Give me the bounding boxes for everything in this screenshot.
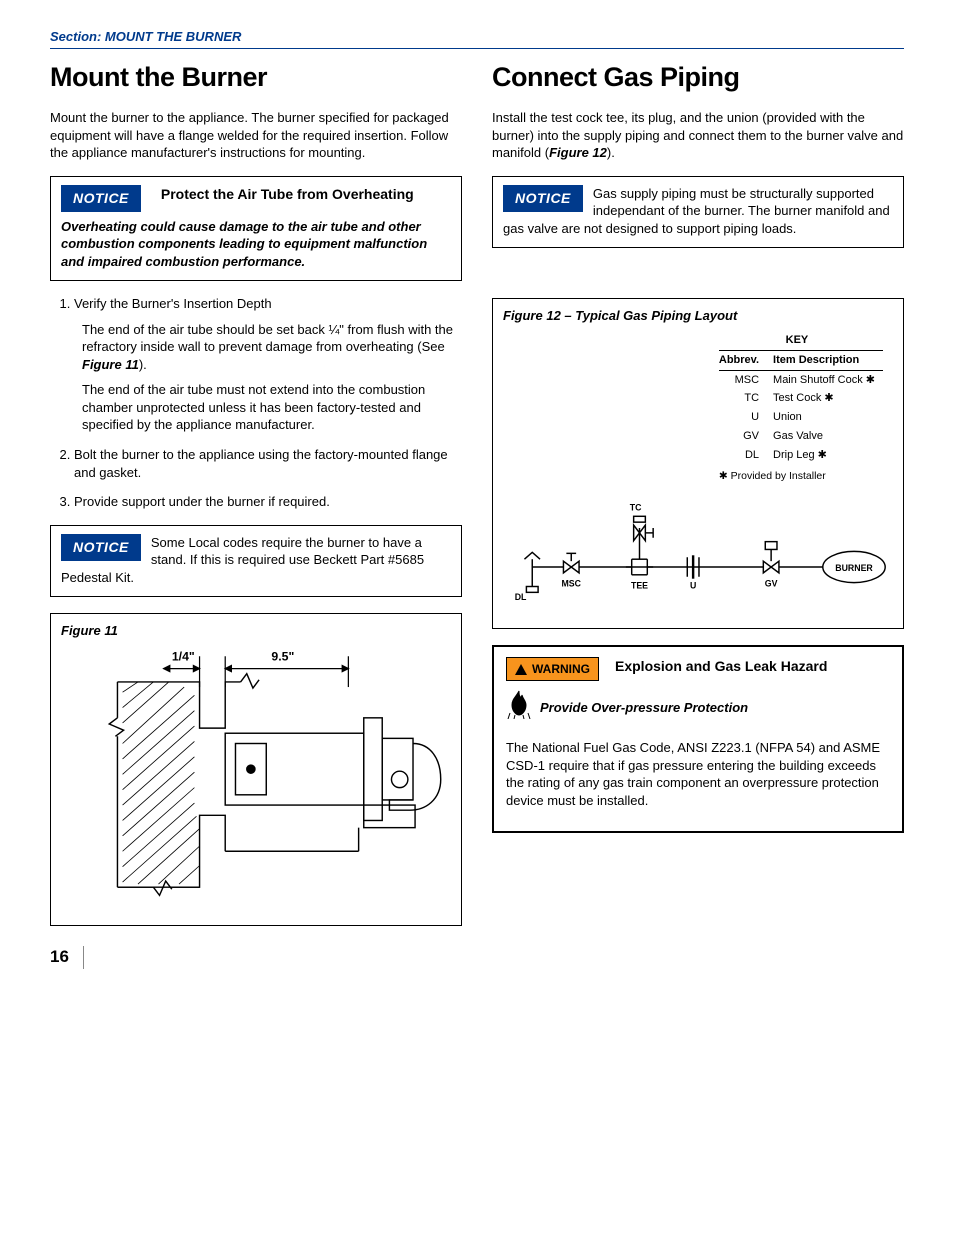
step-1: Verify the Burner's Insertion Depth The … bbox=[74, 295, 462, 434]
notice-stand: NOTICE Some Local codes require the burn… bbox=[50, 525, 462, 598]
warning-body: The National Fuel Gas Code, ANSI Z223.1 … bbox=[506, 739, 890, 809]
notice-badge: NOTICE bbox=[61, 185, 141, 212]
table-row: MSCMain Shutoff Cock ✱ bbox=[719, 370, 883, 389]
desc: Test Cock ✱ bbox=[773, 389, 883, 408]
abbrev: GV bbox=[719, 427, 773, 446]
warning-badge: WARNING bbox=[506, 657, 599, 681]
label-tc: TC bbox=[630, 502, 642, 512]
step-1-p1: The end of the air tube should be set ba… bbox=[82, 321, 462, 374]
intro-paragraph: Mount the burner to the appliance. The b… bbox=[50, 109, 462, 162]
step-1-head: Verify the Burner's Insertion Depth bbox=[74, 296, 272, 311]
figure-11-diagram: 1/4" 9.5" bbox=[61, 646, 451, 913]
figure-12: Figure 12 – Typical Gas Piping Layout KE… bbox=[492, 298, 904, 629]
warning-badge-text: WARNING bbox=[532, 661, 590, 677]
figure-11-ref: Figure 11 bbox=[82, 357, 139, 372]
dim-nine: 9.5" bbox=[271, 649, 294, 663]
step-1-p1a: The end of the air tube should be set ba… bbox=[82, 322, 453, 355]
label-dl: DL bbox=[515, 592, 527, 602]
warning-triangle-icon bbox=[515, 664, 527, 675]
warning-subtitle: Provide Over-pressure Protection bbox=[540, 699, 748, 717]
desc: Drip Leg ✱ bbox=[773, 446, 883, 465]
table-row: GVGas Valve bbox=[719, 427, 883, 446]
abbrev: MSC bbox=[719, 370, 773, 389]
heading-mount: Mount the Burner bbox=[50, 59, 462, 95]
abbrev: DL bbox=[719, 446, 773, 465]
piping-intro: Install the test cock tee, its plug, and… bbox=[492, 109, 904, 162]
desc: Union bbox=[773, 408, 883, 427]
page-number: 16 bbox=[50, 946, 84, 969]
key-table: KEY Abbrev. Item Description MSCMain Shu… bbox=[719, 331, 883, 465]
figure-12-ref: Figure 12 bbox=[549, 145, 607, 160]
right-column: Connect Gas Piping Install the test cock… bbox=[492, 59, 904, 927]
label-u: U bbox=[690, 580, 696, 590]
col-desc: Item Description bbox=[773, 350, 883, 370]
key-footnote: ✱ Provided by Installer bbox=[719, 469, 883, 483]
step-2: Bolt the burner to the appliance using t… bbox=[74, 446, 462, 481]
figure-11-title: Figure 11 bbox=[61, 622, 451, 640]
notice-piping-support: NOTICE Gas supply piping must be structu… bbox=[492, 176, 904, 249]
figure-12-diagram: TC DL MSC TEE U GV BURNER bbox=[503, 489, 893, 616]
flame-icon bbox=[506, 689, 532, 727]
warning-title: Explosion and Gas Leak Hazard bbox=[615, 657, 890, 676]
intro-c: ). bbox=[607, 145, 615, 160]
figure-11: Figure 11 1/4" 9.5" bbox=[50, 613, 462, 926]
table-row: TCTest Cock ✱ bbox=[719, 389, 883, 408]
abbrev: U bbox=[719, 408, 773, 427]
step-3: Provide support under the burner if requ… bbox=[74, 493, 462, 511]
dim-quarter: 1/4" bbox=[172, 649, 195, 663]
left-column: Mount the Burner Mount the burner to the… bbox=[50, 59, 462, 927]
key-label: KEY bbox=[719, 331, 883, 350]
label-gv: GV bbox=[765, 578, 778, 588]
desc: Gas Valve bbox=[773, 427, 883, 446]
abbrev: TC bbox=[719, 389, 773, 408]
steps-list: Verify the Burner's Insertion Depth The … bbox=[50, 295, 462, 510]
notice-title: Protect the Air Tube from Overheating bbox=[161, 185, 451, 204]
step-1-p1c: ). bbox=[139, 357, 147, 372]
col-abbrev: Abbrev. bbox=[719, 350, 773, 370]
notice-body: Overheating could cause damage to the ai… bbox=[61, 218, 451, 271]
notice-airtube: NOTICE Protect the Air Tube from Overhea… bbox=[50, 176, 462, 282]
label-msc: MSC bbox=[562, 578, 582, 588]
label-burner: BURNER bbox=[835, 563, 873, 573]
two-column-layout: Mount the Burner Mount the burner to the… bbox=[50, 59, 904, 927]
key-table-wrap: KEY Abbrev. Item Description MSCMain Shu… bbox=[719, 331, 883, 483]
notice-badge: NOTICE bbox=[503, 185, 583, 212]
step-1-p2: The end of the air tube must not extend … bbox=[82, 381, 462, 434]
warning-explosion: WARNING Explosion and Gas Leak Hazard Pr… bbox=[492, 645, 904, 833]
desc: Main Shutoff Cock ✱ bbox=[773, 370, 883, 389]
table-row: DLDrip Leg ✱ bbox=[719, 446, 883, 465]
figure-12-title: Figure 12 – Typical Gas Piping Layout bbox=[503, 307, 893, 325]
label-tee: TEE bbox=[631, 580, 648, 590]
section-header: Section: MOUNT THE BURNER bbox=[50, 28, 904, 49]
table-row: UUnion bbox=[719, 408, 883, 427]
heading-piping: Connect Gas Piping bbox=[492, 59, 904, 95]
notice-badge: NOTICE bbox=[61, 534, 141, 561]
